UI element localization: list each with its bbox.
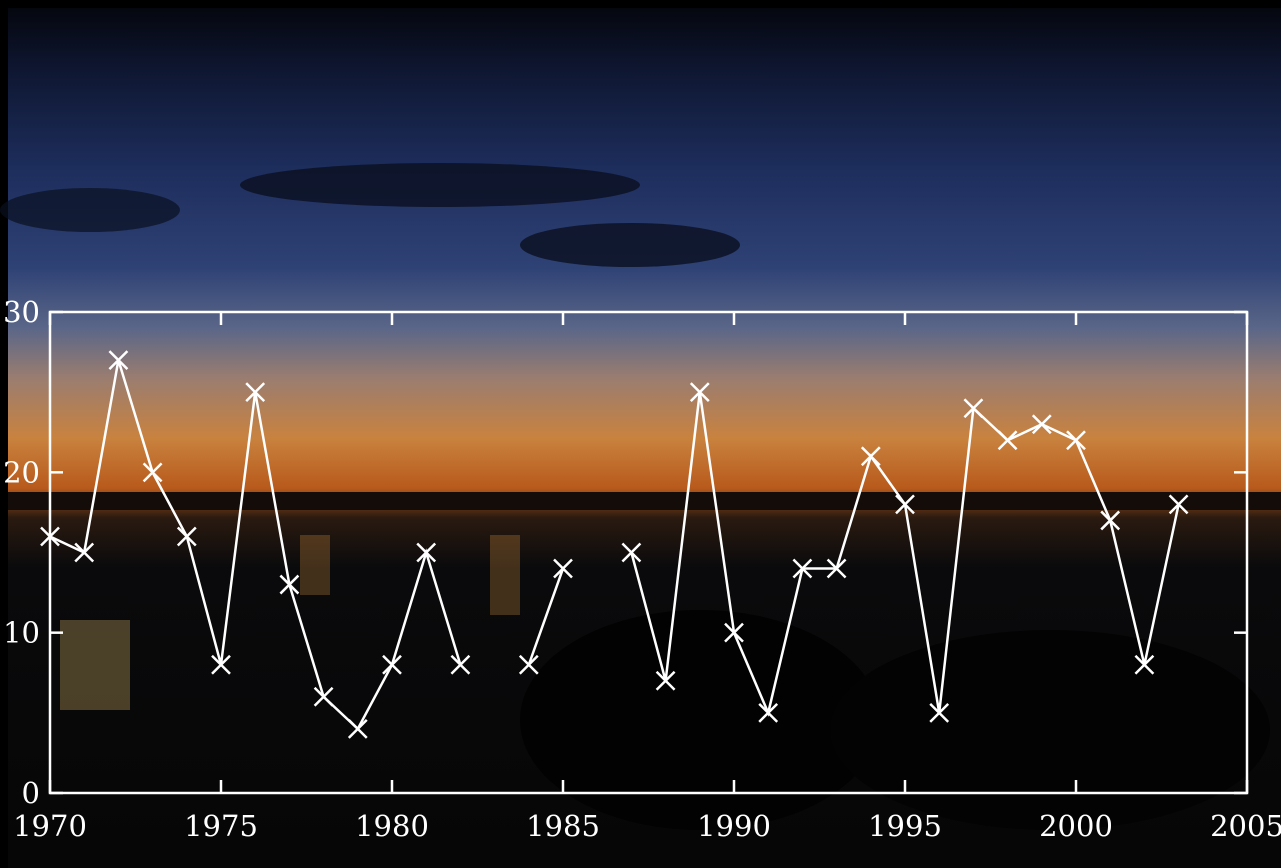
data-marker	[1033, 415, 1051, 433]
y-tick-label: 10	[3, 616, 40, 650]
plot-frame	[50, 312, 1247, 793]
x-tick-label: 1985	[526, 809, 600, 843]
screen: 1970 1975 1980 1985 1990 1995 2000 2005 0 10 20 30	[0, 0, 1281, 868]
data-marker	[520, 656, 538, 674]
data-marker	[178, 527, 196, 545]
x-tick-label: 1995	[868, 809, 942, 843]
data-marker	[622, 544, 640, 562]
data-marker	[759, 704, 777, 722]
x-tick-label: 1990	[697, 809, 771, 843]
data-marker	[1170, 495, 1188, 513]
x-tick-label: 1980	[355, 809, 429, 843]
data-marker	[1135, 656, 1153, 674]
data-line	[50, 360, 1179, 729]
chart: 1970 1975 1980 1985 1990 1995 2000 2005 0 10 20 30	[0, 0, 1281, 868]
data-marker	[1067, 431, 1085, 449]
data-marker	[862, 447, 880, 465]
data-marker	[417, 544, 435, 562]
data-marker	[999, 431, 1017, 449]
data-marker	[554, 560, 572, 578]
data-marker	[451, 656, 469, 674]
x-tick-label: 1970	[13, 809, 87, 843]
y-tick-label: 30	[3, 295, 40, 329]
y-tick-label: 20	[3, 455, 40, 489]
data-marker	[349, 720, 367, 738]
data-marker	[144, 463, 162, 481]
data-marker	[315, 688, 333, 706]
data-marker	[383, 656, 401, 674]
data-marker	[1101, 511, 1119, 529]
y-tick-label: 0	[22, 776, 40, 810]
x-tick-label: 1975	[184, 809, 258, 843]
x-tick-label: 2005	[1210, 809, 1281, 843]
x-tick-label: 2000	[1039, 809, 1113, 843]
